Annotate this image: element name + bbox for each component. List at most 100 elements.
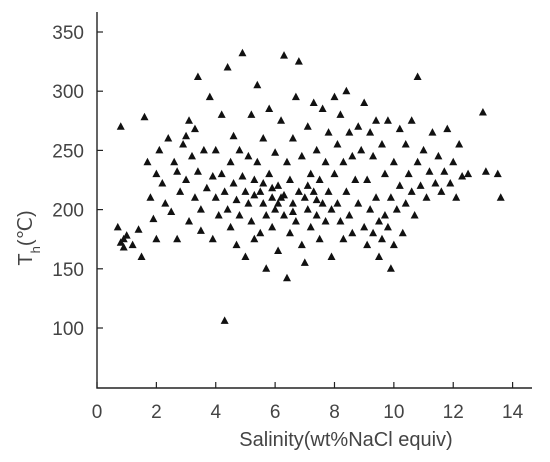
data-point	[259, 199, 268, 207]
data-point	[274, 246, 283, 255]
x-tick-label: 10	[383, 402, 404, 423]
data-point	[205, 92, 214, 101]
x-tick-label: 6	[270, 402, 281, 423]
data-point	[392, 205, 401, 213]
data-point	[167, 207, 176, 215]
data-point	[149, 214, 158, 223]
data-point	[282, 157, 291, 166]
data-point	[256, 228, 265, 237]
data-point	[383, 222, 392, 231]
data-point	[202, 183, 211, 192]
data-point	[318, 199, 327, 207]
data-point	[250, 175, 259, 183]
data-point	[339, 157, 348, 166]
y-axis-title-subscript: h	[28, 246, 43, 253]
data-point	[464, 169, 473, 178]
data-point	[288, 199, 297, 207]
data-point	[363, 175, 372, 183]
x-tick-label: 0	[92, 402, 103, 423]
data-point	[288, 207, 297, 215]
data-point	[134, 225, 143, 233]
data-point	[312, 195, 321, 204]
data-point	[262, 264, 271, 272]
y-tick-label: 100	[52, 319, 84, 340]
data-point	[449, 157, 458, 166]
data-point	[196, 226, 205, 234]
data-point	[336, 216, 345, 225]
data-point	[315, 175, 324, 183]
data-point	[262, 211, 271, 219]
data-point	[360, 222, 369, 231]
data-point	[235, 145, 244, 154]
data-point	[434, 151, 443, 160]
data-point	[116, 122, 125, 130]
data-point	[259, 179, 268, 187]
data-point	[377, 234, 386, 243]
data-point	[182, 131, 191, 140]
data-point	[306, 169, 315, 178]
data-point	[386, 193, 395, 201]
data-point	[274, 181, 283, 189]
data-point	[280, 211, 289, 219]
y-tick-label: 350	[52, 23, 84, 44]
data-point	[416, 181, 425, 189]
y-tick-label: 150	[52, 260, 84, 281]
data-point	[280, 51, 289, 59]
data-point	[303, 205, 312, 213]
data-point	[196, 205, 205, 213]
data-point	[345, 128, 354, 136]
data-point	[363, 240, 372, 249]
data-point	[232, 240, 241, 249]
data-point	[241, 187, 250, 195]
data-point	[428, 128, 437, 136]
data-point	[247, 110, 256, 118]
data-point	[223, 63, 232, 71]
data-point	[425, 167, 434, 175]
data-point	[244, 199, 253, 207]
data-point	[199, 145, 208, 154]
data-point	[300, 193, 309, 201]
data-point	[285, 228, 294, 237]
data-point	[265, 169, 274, 178]
data-point	[173, 167, 182, 175]
data-point	[369, 228, 378, 237]
data-point	[128, 240, 137, 249]
data-point	[226, 222, 235, 231]
data-point	[410, 211, 419, 219]
data-point	[152, 169, 161, 178]
data-point	[324, 128, 333, 136]
data-point	[170, 157, 179, 166]
data-point	[422, 193, 431, 201]
data-point	[478, 108, 487, 116]
data-point	[268, 183, 277, 192]
data-point	[238, 171, 247, 180]
y-tick-label: 200	[52, 201, 84, 222]
data-point	[113, 222, 122, 231]
data-point	[404, 169, 413, 178]
data-point	[268, 222, 277, 231]
x-tick-label: 14	[502, 402, 524, 423]
data-point	[173, 234, 182, 243]
data-point	[419, 145, 428, 154]
data-point	[143, 157, 152, 166]
data-point	[259, 134, 268, 142]
data-point	[342, 187, 351, 195]
data-point	[330, 92, 339, 101]
data-point	[360, 98, 369, 107]
plot-frame	[96, 12, 532, 389]
data-point	[395, 124, 404, 133]
data-point	[214, 211, 223, 219]
data-point	[223, 205, 232, 213]
data-point	[232, 195, 241, 204]
data-point	[401, 139, 410, 148]
data-point	[297, 240, 306, 249]
data-point	[336, 110, 345, 118]
data-point	[226, 157, 235, 166]
data-point	[398, 228, 407, 237]
y-tick-label: 300	[52, 82, 84, 103]
data-point	[375, 252, 384, 260]
data-point	[140, 112, 149, 121]
data-point	[389, 240, 398, 249]
data-point	[250, 190, 259, 199]
data-point	[333, 199, 342, 207]
